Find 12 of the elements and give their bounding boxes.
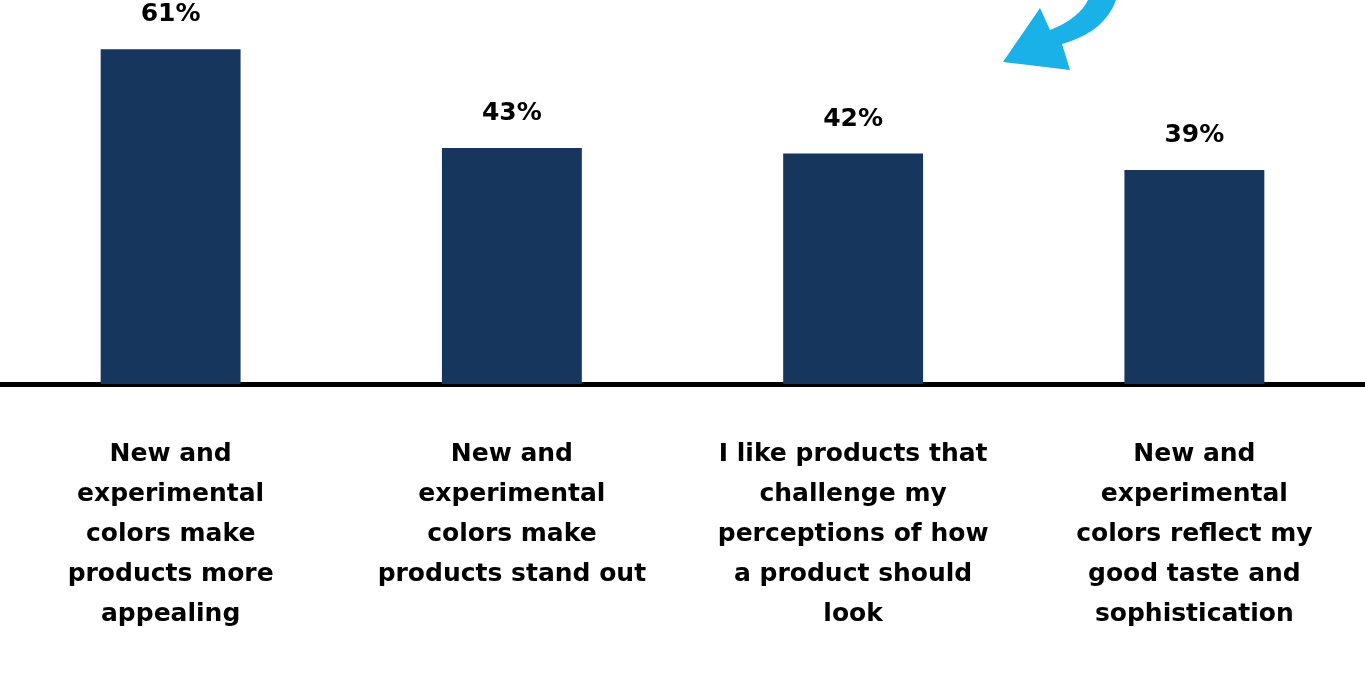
x-tick-label: New and experimental colors reflect my good taste and sophistication — [1076, 437, 1313, 627]
data-label: 61% — [140, 0, 201, 28]
x-tick-label: New and experimental colors make products stand out — [377, 437, 647, 587]
data-label: 39% — [1164, 119, 1225, 149]
x-tick-label: New and experimental colors make products more appealing — [67, 437, 274, 627]
bar — [441, 148, 582, 384]
x-tick-label: I like products that challenge my perceptions of how a product should look — [717, 437, 989, 627]
bar — [1124, 170, 1265, 384]
bar — [100, 49, 241, 384]
data-label: 43% — [481, 97, 542, 127]
bar — [783, 153, 924, 384]
data-label: 42% — [823, 102, 884, 132]
